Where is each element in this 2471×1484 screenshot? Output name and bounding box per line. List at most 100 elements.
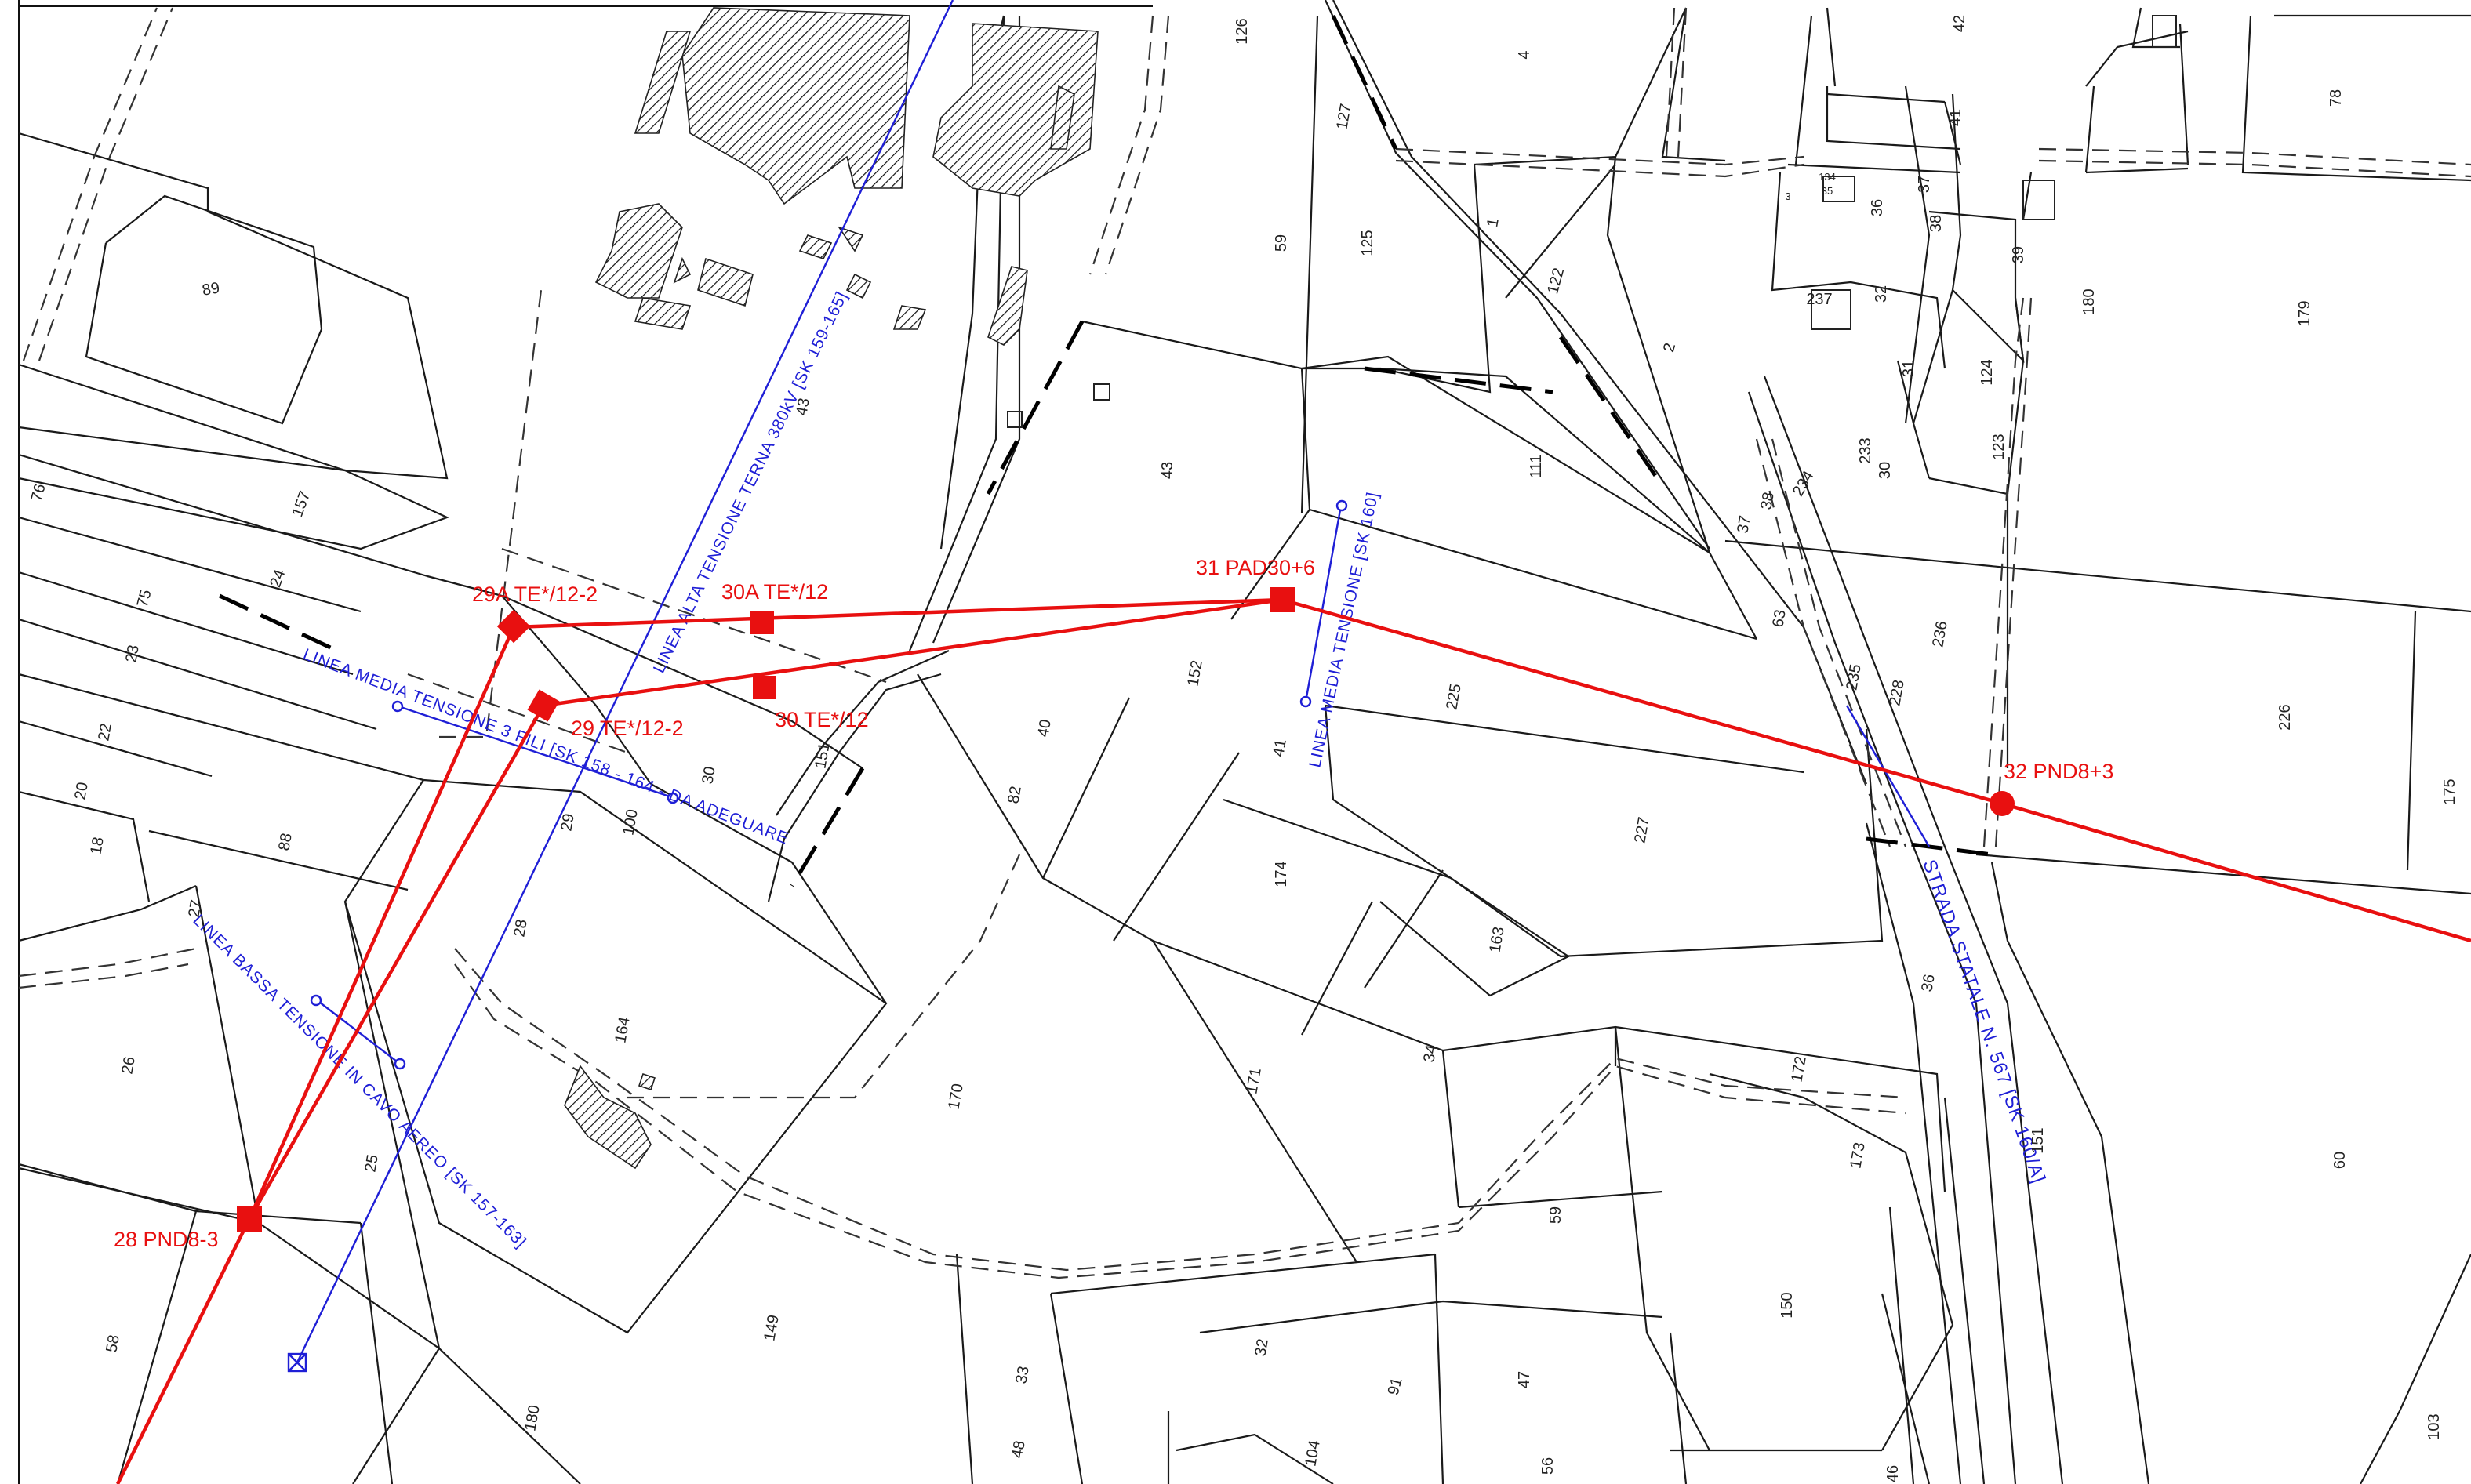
parcel-number-label: 27 (185, 898, 205, 919)
parcel-number-label: 228 (1886, 679, 1907, 708)
tower-30-marker[interactable] (753, 676, 776, 699)
route-segment-28-29a (247, 626, 516, 1220)
parcel-number-label: 48 (1008, 1439, 1029, 1460)
parcel-number-label: 163 (1486, 926, 1507, 955)
parcel-number-label: 234 (1790, 468, 1818, 499)
dashed-boundaries (18, 7, 2471, 1279)
tower-31-marker[interactable] (1270, 587, 1295, 612)
parcel-number-label: 172 (1788, 1055, 1809, 1084)
parcel-number-label: 40 (1034, 718, 1055, 738)
parcel-number-label: 122 (1544, 266, 1568, 296)
parcel-number-label: 33 (1012, 1365, 1033, 1385)
parcel-number-label: 123 (1990, 434, 2008, 459)
parcel-number-label: 180 (521, 1404, 543, 1433)
parcel-number-label: 59 (1273, 234, 1290, 252)
parcel-number-label: 63 (1769, 608, 1790, 629)
parcel-number-label: 31 (1900, 360, 1917, 377)
parcel-number-label: 43 (1159, 462, 1176, 479)
parcel-number-label: 235 (1843, 663, 1864, 692)
parcel-number-label: 157 (289, 489, 314, 520)
parcel-number-label: 37 (1734, 514, 1754, 535)
route-segment-29a-31 (513, 597, 1283, 630)
parcel-number-label: 25 (362, 1153, 382, 1174)
parcel-number-label: 174 (1273, 861, 1290, 887)
parcel-number-label: 171 (1243, 1067, 1264, 1096)
parcel-number-label: 127 (1333, 103, 1354, 132)
tower-30-label: 30 TE*/12 (775, 708, 869, 731)
parcel-number-label: 170 (945, 1083, 966, 1112)
high-voltage-line (295, 0, 954, 1365)
tower-28-marker[interactable] (237, 1206, 262, 1232)
parcel-number-label: 173 (1847, 1141, 1868, 1170)
route-segment-28-29 (248, 704, 545, 1221)
parcel-number-label: 88 (275, 832, 296, 852)
parcel-number-label: 20 (71, 781, 92, 801)
tower-29a-label: 29A TE*/12-2 (472, 582, 598, 606)
parcel-number-label: 125 (1359, 230, 1376, 256)
parcel-number-label: 32 (1252, 1337, 1272, 1358)
parcel-number-label: 26 (118, 1055, 139, 1076)
parcel-number-label: 30 (699, 765, 719, 786)
parcel-number-label: 180 (2080, 288, 2098, 314)
parcel-number-label: 75 (134, 588, 155, 609)
parcel-number-label: 22 (95, 722, 115, 742)
parcel-number-label: 59 (1547, 1206, 1564, 1224)
parcel-number-label: 3 (1785, 190, 1790, 202)
parcel-number-label: 111 (1528, 455, 1545, 478)
high-voltage-end-cross-b (288, 1353, 307, 1372)
parcel-number-label: 41 (1947, 109, 1964, 126)
tower-29-marker[interactable] (527, 689, 560, 722)
parcel-number-label: 47 (1516, 1371, 1533, 1388)
route-segment-28-south (115, 1217, 252, 1484)
parcel-number-label: 76 (28, 482, 49, 503)
parcel-number-label: 89 (201, 279, 221, 299)
parcel-number-label: 152 (1184, 659, 1205, 688)
tower-31-label: 31 PAD30+6 (1196, 556, 1315, 579)
parcel-number-label: 227 (1631, 816, 1652, 845)
tower-32-label: 32 PND8+3 (2004, 760, 2113, 783)
parcel-number-label: 82 (1005, 785, 1025, 805)
road-axis-line (1845, 705, 1931, 847)
parcel-number-label: 38 (1757, 491, 1778, 511)
parcel-number-label: 29 (558, 812, 578, 833)
parcel-number-label: 78 (2327, 89, 2345, 107)
parcel-number-label: 35 (1822, 185, 1833, 197)
label-medium-voltage: LINEA MEDIA TENSIONE [SK 160] (1306, 490, 1382, 769)
tower-32-marker[interactable] (1990, 791, 2015, 816)
parcel-number-label: 236 (1929, 620, 1950, 649)
parcel-number-label: 226 (2277, 704, 2294, 730)
parcel-number-label: 103 (2426, 1413, 2443, 1439)
parcel-number-label: 233 (1857, 437, 1874, 463)
parcel-number-label: 28 (511, 918, 531, 938)
route-segment-31-32 (1281, 597, 2003, 806)
parcel-number-label: 30 (1877, 462, 1894, 479)
parcel-number-label: 1 (1484, 217, 1503, 229)
parcel-number-label: 36 (1918, 973, 1939, 993)
parcel-boundaries (18, 0, 2471, 1484)
parcel-number-label: 46 (1884, 1465, 1902, 1482)
parcel-number-label: 91 (1385, 1376, 1406, 1397)
parcel-number-label: 23 (122, 644, 143, 664)
label-low-voltage: LINEA BASSA TENSIONE IN CAVO AEREO [SK 1… (189, 911, 529, 1251)
parcel-number-label: 36 (1869, 199, 1886, 216)
parcel-number-label: 150 (1779, 1292, 1796, 1318)
parcel-number-label: 38 (1928, 215, 1945, 232)
parcel-number-label: 134 (1819, 171, 1836, 183)
tower-30a-marker[interactable] (750, 611, 774, 634)
parcel-number-label: 124 (1979, 359, 1996, 385)
parcel-number-label: 37 (1916, 176, 1933, 193)
parcel-number-label: 58 (103, 1333, 123, 1354)
label-medium-voltage-3wire: LINEA MEDIA TENSIONE 3 FILI [SK 158 - 16… (300, 645, 791, 848)
parcel-number-label: 225 (1443, 683, 1464, 712)
tower-29-label: 29 TE*/12-2 (571, 717, 684, 740)
new-line-route (115, 597, 2471, 1484)
parcel-number-label: 151 (2029, 1127, 2047, 1153)
tower-30a-label: 30A TE*/12 (721, 580, 828, 604)
parcel-number-label: 32 (1873, 285, 1890, 303)
medium-voltage-line (1304, 505, 1343, 702)
parcel-number-label: 175 (2441, 778, 2458, 804)
parcel-number-label: 56 (1539, 1457, 1557, 1475)
route-segment-29-31 (543, 597, 1283, 708)
medium-voltage-3wire-line (395, 704, 675, 800)
